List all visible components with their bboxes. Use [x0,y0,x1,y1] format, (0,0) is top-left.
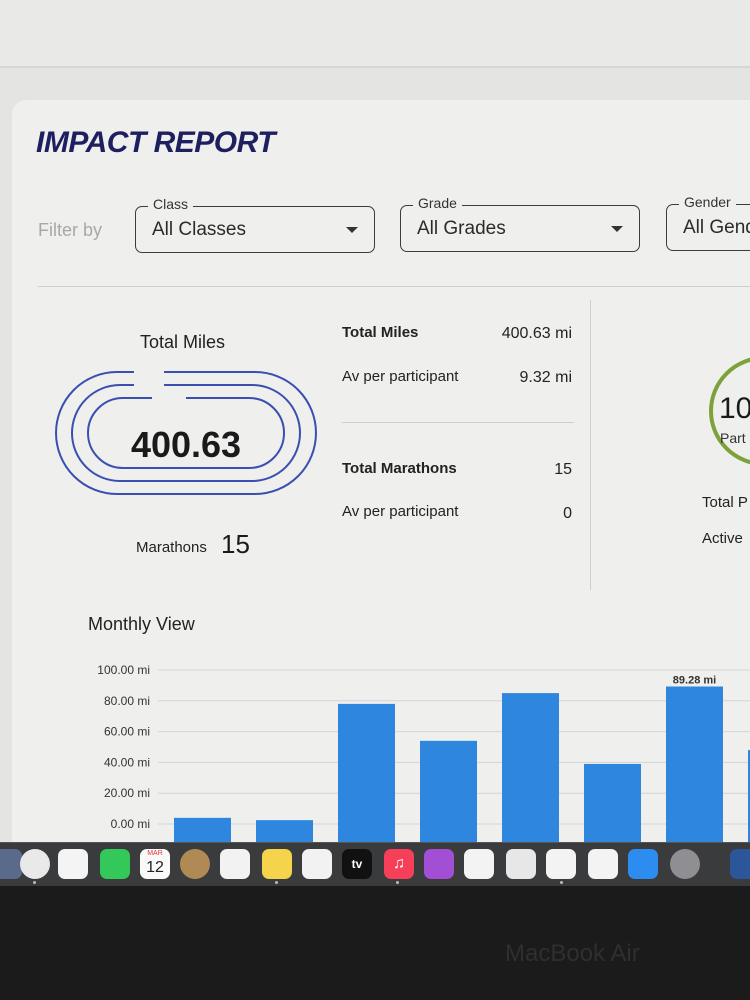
stat-marathons-avg-label: Av per participant [342,503,459,520]
bar[interactable] [338,703,395,842]
calendar-day: 12 [146,859,164,876]
gender-select[interactable]: Gender All Gend [666,194,750,251]
y-tick-label: 0.00 mi [111,817,150,831]
total-miles-value: 400.63 [130,424,242,465]
y-tick-label: 60.00 mi [104,725,150,739]
stat-total-marathons-value: 15 [554,461,572,478]
total-participants-label: Total P [702,494,748,511]
participants-ring-value: 10 [719,392,750,425]
divider-vertical [590,300,591,590]
gender-select-value: All Gend [683,217,750,238]
divider [342,422,574,423]
running-track-icon [55,371,317,495]
contacts-icon[interactable] [180,849,210,879]
freeform-icon[interactable] [302,849,332,879]
chevron-down-icon [346,227,358,233]
bar[interactable] [666,686,723,842]
screen: IMPACT REPORT Filter by Class All Classe… [0,0,750,842]
photos-icon[interactable] [58,849,88,879]
notes-icon[interactable] [262,849,292,879]
bar[interactable] [502,693,559,842]
keynote-icon[interactable] [506,849,536,879]
pages-icon[interactable] [588,849,618,879]
apple-tv-label: tv [351,857,363,871]
reminders-icon[interactable] [220,849,250,879]
class-select-value: All Classes [152,219,246,240]
chevron-down-icon [611,226,623,232]
maps-icon[interactable] [20,849,50,879]
total-miles-label: Total Miles [140,332,226,352]
bar[interactable] [256,820,313,842]
filter-label: Filter by [38,220,103,240]
top-bar [0,0,750,68]
stat-miles-avg-label: Av per participant [342,368,459,385]
stat-total-miles-value: 400.63 mi [501,325,572,342]
stat-miles-avg-value: 9.32 mi [519,369,572,386]
numbers-icon[interactable] [546,849,576,879]
y-tick-label: 20.00 mi [104,786,150,800]
facetime-icon[interactable] [100,849,130,879]
bar[interactable] [748,750,750,842]
gender-select-legend: Gender [679,194,736,210]
class-select-legend: Class [148,196,194,212]
system-settings-icon[interactable] [670,849,700,879]
marathons-value: 15 [221,529,250,559]
monthly-bar-chart: 100.00 mi 80.00 mi 60.00 mi 40.00 mi 20.00 m… [97,663,750,842]
device-brand: MacBook Air [505,940,640,967]
calendar-month: MAR [147,850,163,857]
grade-select-value: All Grades [417,218,506,239]
divider [38,286,750,287]
stat-total-marathons-label: Total Marathons [342,460,457,477]
apple-tv-icon[interactable]: tv [342,849,372,879]
grade-select-legend: Grade [413,195,462,211]
grade-select[interactable]: Grade All Grades [400,195,640,252]
word-icon[interactable] [730,849,750,879]
page-title: IMPACT REPORT [36,126,276,159]
app-store-icon[interactable] [628,849,658,879]
class-select[interactable]: Class All Classes [135,196,375,253]
bar[interactable] [584,763,641,842]
podcasts-icon[interactable] [424,849,454,879]
monthly-view-label: Monthly View [88,614,195,634]
stat-total-miles-label: Total Miles [342,324,419,341]
stat-marathons-avg-value: 0 [563,505,572,522]
active-participants-label: Active [702,530,743,547]
y-tick-label: 80.00 mi [104,694,150,708]
participants-ring-label: Part [720,430,746,446]
y-tick-label: 100.00 mi [97,663,150,677]
bar[interactable] [420,740,477,842]
bar-data-label: 89.28 mi [673,675,716,687]
bar[interactable] [174,817,231,842]
app-icon[interactable] [0,849,22,879]
dock: MAR 12 tv ♫ [0,842,750,886]
marathons-label: Marathons [136,539,207,556]
y-tick-label: 40.00 mi [104,755,150,769]
music-icon[interactable]: ♫ [384,849,414,879]
calendar-icon[interactable]: MAR 12 [140,849,170,879]
news-icon[interactable] [464,849,494,879]
